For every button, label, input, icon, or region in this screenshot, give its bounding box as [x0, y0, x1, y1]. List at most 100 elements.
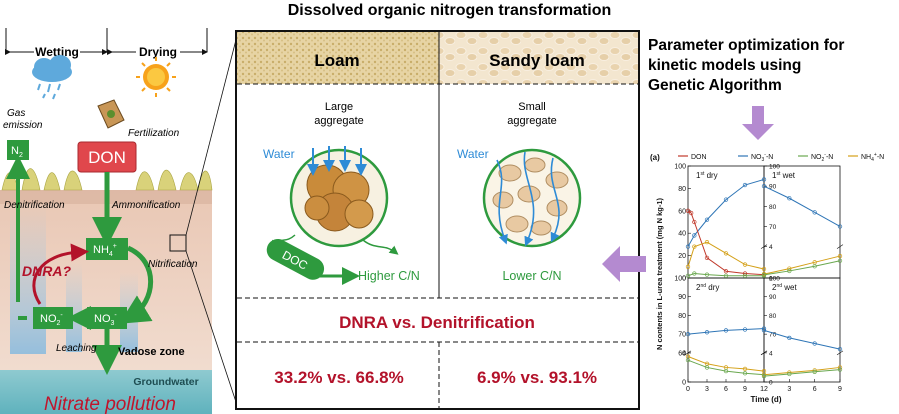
axis-break-left-1	[760, 244, 768, 249]
heading-line-1: Parameter optimization for	[648, 37, 845, 54]
sandy-loam-title: Sandy loam	[489, 51, 584, 70]
ytick-label-1-4: 0	[769, 276, 773, 283]
ytick-label-3-1: 80	[769, 313, 777, 320]
nh4-superscript: +	[113, 243, 117, 250]
gas-emission-label-2: emission	[3, 120, 43, 131]
series-line-6	[763, 260, 841, 276]
gas-emission-label-1: Gas	[7, 108, 25, 119]
series-line-3	[687, 273, 764, 277]
series-point-3-3	[723, 273, 729, 278]
series-line-5	[763, 255, 841, 275]
ytick-label-1-5: 4	[769, 244, 773, 251]
series-point-10-1	[787, 335, 792, 341]
series-point-6-0	[761, 272, 767, 278]
ytick-label-1-2: 90	[769, 184, 777, 191]
ytick-label-0-3: 60	[678, 208, 686, 215]
ytick-label-3-4: 0	[769, 380, 773, 387]
y-axis-label: N contents in L-urea treatment (mg N kg-…	[655, 197, 664, 350]
ytick-label-3-5: 4	[769, 350, 773, 357]
xtick-label-2-4: 12	[760, 386, 768, 393]
fertilizer-bag-icon	[97, 99, 125, 129]
heading-line-2: kinetic models using	[648, 57, 802, 74]
vadose-zone-label: Vadose zone	[118, 346, 185, 358]
series-point-2-5	[761, 266, 767, 272]
parameter-optimization-heading: Parameter optimization for kinetic model…	[648, 36, 888, 96]
nitrification-label: Nitrification	[148, 259, 198, 270]
ytick-label-2-0: 60	[678, 350, 686, 357]
ytick-label-2-6: 4	[682, 350, 686, 357]
series-point-1-3	[704, 255, 710, 260]
series-point-5-3	[837, 253, 843, 259]
chart-panel-title-0: 1st dry	[696, 171, 718, 180]
ytick-label-0-1: 20	[678, 253, 686, 260]
series-line-4	[763, 185, 841, 227]
series-point-0-4	[742, 182, 748, 188]
lower-cn-label: Lower C/N	[502, 269, 561, 283]
series-point-1-0	[685, 208, 691, 213]
ytick-label-0-2: 40	[678, 231, 686, 238]
chart-panel-title-3: 2nd wet	[772, 283, 797, 292]
rain-cloud-icon	[32, 55, 72, 100]
series-point-10-3	[837, 346, 843, 352]
loam-header	[237, 32, 439, 84]
series-point-0-2	[704, 217, 710, 222]
series-point-5-1	[787, 266, 792, 271]
series-point-4-0	[761, 184, 767, 189]
no3-subscript: 3	[111, 320, 115, 327]
series-point-1-1	[689, 210, 694, 216]
chart-panel-label: (a)	[650, 153, 660, 162]
leaching-label: Leaching	[56, 343, 97, 354]
ytick-label-2-3: 90	[678, 294, 686, 301]
series-line-2	[687, 241, 765, 270]
series-line-1	[687, 210, 765, 276]
dnra-vs-denitrification-heading: DNRA vs. Denitrification	[339, 313, 535, 332]
higher-cn-label: Higher C/N	[358, 269, 420, 283]
sandy-loam-ratio: 6.9% vs. 93.1%	[477, 368, 597, 387]
series-point-10-0	[761, 328, 767, 333]
sun-icon	[136, 57, 176, 97]
series-point-7-2	[723, 328, 729, 333]
fertilization-label: Fertilization	[128, 128, 180, 139]
series-point-6-3	[837, 258, 843, 263]
purple-arrow-left-icon	[602, 246, 646, 282]
series-point-3-2	[704, 272, 710, 277]
large-aggregate-label-2: aggregate	[314, 115, 364, 127]
series-point-10-2	[812, 341, 817, 346]
figure-title: Dissolved organic nitrogen transformatio…	[287, 2, 612, 19]
series-point-0-1	[692, 233, 697, 238]
series-point-8-3	[742, 366, 748, 372]
series-point-4-1	[787, 196, 792, 201]
soil-texture-comparison: Loam Sandy loam Large aggregate Small ag…	[235, 30, 640, 410]
series-point-4-2	[812, 210, 817, 215]
groundwater-layer	[0, 370, 212, 414]
xtick-label-2-1: 3	[705, 386, 709, 393]
series-line-12	[763, 369, 841, 377]
zoom-box	[169, 234, 187, 252]
ammonification-label: Ammonification	[111, 200, 181, 211]
series-point-6-1	[787, 268, 792, 274]
series-point-2-0	[685, 264, 691, 269]
series-point-3-0	[685, 273, 691, 278]
nitrate-pollution-label: Nitrate pollution	[44, 394, 176, 414]
don-label: DON	[88, 148, 126, 167]
ytick-label-3-0: 70	[769, 332, 777, 339]
series-point-11-0	[761, 372, 767, 377]
axis-break-left-2	[684, 350, 692, 356]
ytick-label-1-1: 80	[769, 204, 777, 211]
series-point-7-4	[761, 326, 767, 331]
small-aggregate-label-1: Small	[518, 101, 546, 113]
series-line-8	[687, 356, 765, 372]
series-point-9-1	[704, 365, 710, 370]
ytick-label-2-2: 80	[678, 313, 686, 320]
series-point-9-2	[723, 368, 729, 374]
axis-break-right-3	[836, 350, 844, 356]
water-arrows-loam	[307, 146, 367, 176]
series-point-12-3	[837, 367, 843, 372]
legend-label-1: NO3--N	[751, 152, 773, 163]
series-line-10	[763, 329, 841, 350]
ytick-label-0-4: 80	[678, 186, 686, 193]
sandy-loam-header	[439, 32, 638, 84]
nh4-subscript: 4	[109, 251, 113, 258]
series-point-12-2	[812, 369, 817, 374]
